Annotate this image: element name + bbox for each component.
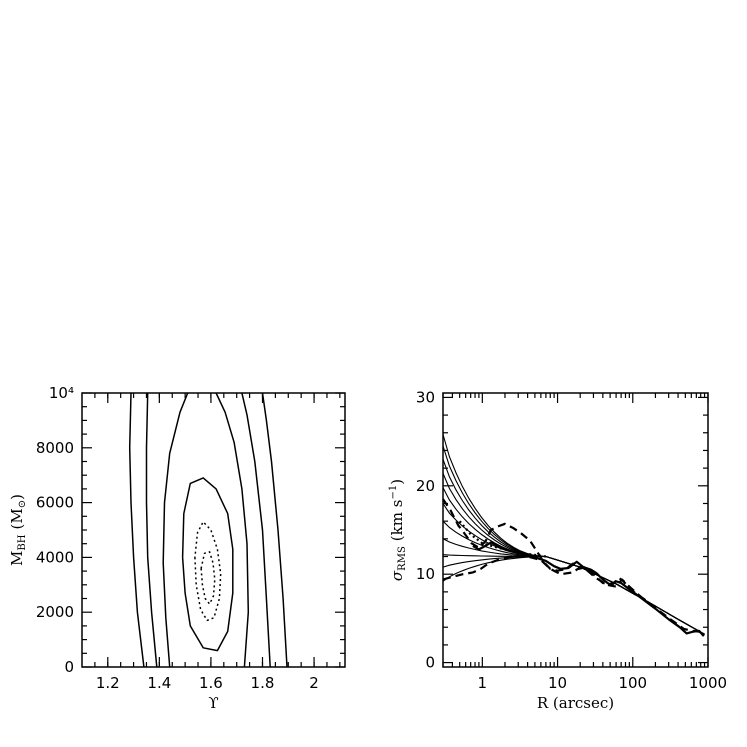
contour-line-7 <box>241 392 271 668</box>
left-plot-frame <box>81 392 346 668</box>
right-y-label-unit: (km s <box>388 500 406 542</box>
right-x-tick-label: 100 <box>618 674 647 692</box>
right-x-tick-label: 1000 <box>689 674 727 692</box>
left-x-tick-label: 1.2 <box>96 674 120 692</box>
dispersion-profile-panel: 1 10 100 1000 0 10 20 30 R (arcsec) σRMS (km s−1… <box>388 388 727 712</box>
dispersion-profile-lines <box>442 434 705 637</box>
left-x-tick-label: 1.4 <box>147 674 171 692</box>
right-y-tick-label: 0 <box>425 654 435 672</box>
contour-line-3 <box>181 477 234 652</box>
left-y-tick-label: 0 <box>64 658 74 676</box>
left-y-label-unit-close: ) <box>8 494 26 500</box>
contour-line-9 <box>261 392 288 668</box>
contour-line-8 <box>128 392 145 668</box>
left-axis-ticks: 1.2 1.4 1.6 1.8 2 0 2000 4000 6000 8000 10⁴ <box>36 384 345 692</box>
right-y-axis-label: σRMS (km s−1) <box>388 479 408 581</box>
right-x-axis-label: R (arcsec) <box>537 694 614 712</box>
left-y-axis-label: MBH (M⊙) <box>8 494 28 566</box>
model-curve-4 <box>442 538 705 635</box>
right-x-tick-label: 1 <box>478 674 488 692</box>
left-x-tick-label: 1.6 <box>199 674 223 692</box>
contour-lines <box>128 392 288 668</box>
contour-line-5 <box>215 392 250 668</box>
model-curve-8 <box>442 473 705 635</box>
right-y-tick-label: 10 <box>416 565 435 583</box>
contour-panel: 1.2 1.4 1.6 1.8 2 0 2000 4000 6000 8000 10⁴ ϒ MBH (… <box>8 384 346 712</box>
profile-series-2 <box>442 498 705 635</box>
right-y-label-unit-close: ) <box>388 479 406 485</box>
contour-line-6 <box>145 392 158 668</box>
right-y-label-sub: RMS <box>397 546 408 571</box>
left-y-tick-label: 4000 <box>36 548 74 566</box>
left-x-tick-label: 2 <box>309 674 319 692</box>
left-y-tick-label: 2000 <box>36 603 74 621</box>
left-y-tick-label: 10⁴ <box>49 384 74 402</box>
left-x-tick-label: 1.8 <box>251 674 275 692</box>
profile-series-3 <box>472 541 705 637</box>
right-plot-frame <box>442 392 709 668</box>
profile-series-4 <box>442 555 643 599</box>
right-y-tick-label: 20 <box>416 477 435 495</box>
left-y-tick-label: 8000 <box>36 439 74 457</box>
right-y-label-symbol: σ <box>388 570 406 581</box>
left-y-label-symbol: M <box>8 551 26 566</box>
contour-line-2 <box>194 521 222 622</box>
left-y-label-unit-sub: ⊙ <box>17 500 28 508</box>
contour-line-4 <box>162 392 189 668</box>
right-x-tick-label: 10 <box>548 674 567 692</box>
left-y-tick-label: 6000 <box>36 494 74 512</box>
right-y-tick-label: 30 <box>416 388 435 406</box>
left-y-label-sub: BH <box>17 534 28 550</box>
right-axis-ticks: 1 10 100 1000 0 10 20 30 <box>416 388 727 692</box>
contour-line-1 <box>200 551 216 605</box>
left-y-label-unit: (M <box>8 508 26 529</box>
right-y-label-unit-sup: −1 <box>388 485 399 500</box>
left-x-axis-label: ϒ <box>208 694 218 712</box>
